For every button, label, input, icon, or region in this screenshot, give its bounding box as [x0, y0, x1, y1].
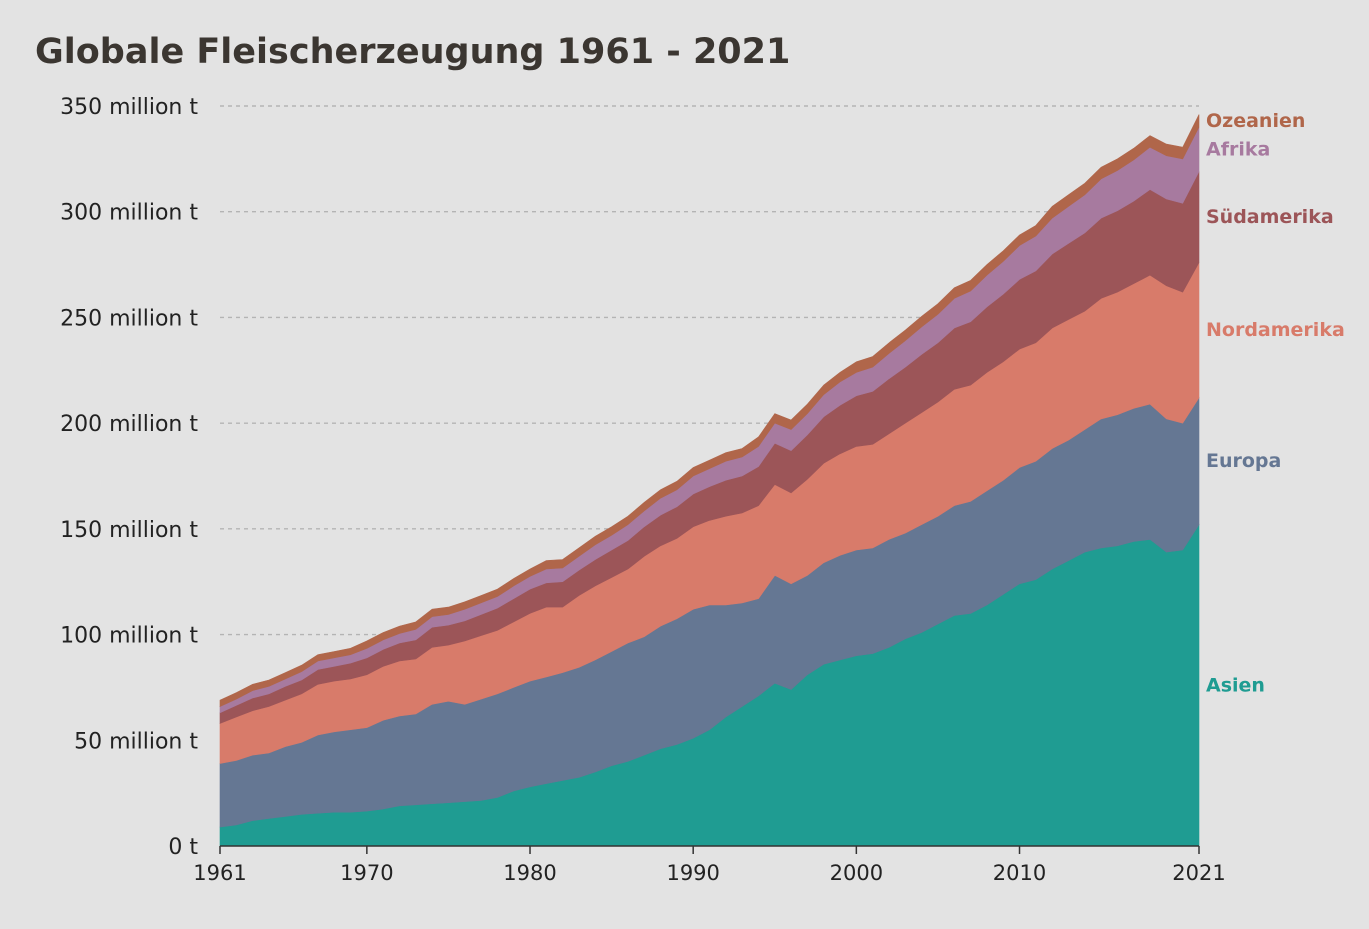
x-tick-label: 2000: [830, 861, 883, 885]
area-ozeanien: [219, 114, 1200, 707]
chart-title: Globale Fleischerzeugung 1961 - 2021: [35, 32, 790, 72]
x-tick-label: 2021: [1172, 861, 1225, 885]
series-label-afrika: Afrika: [1206, 138, 1270, 160]
x-tick-label: 1961: [193, 861, 246, 885]
y-tick-label: 100 million t: [60, 624, 198, 649]
series-label-nordamerika: Nordamerika: [1206, 319, 1345, 341]
y-tick-label: 350 million t: [60, 95, 198, 120]
series-label-asien: Asien: [1206, 674, 1265, 696]
y-tick-label: 0 t: [168, 835, 198, 860]
series-labels: Asien Europa Nordamerika Südamerika Afrika Oz…: [1206, 110, 1345, 697]
area-series-layer: [219, 114, 1200, 847]
y-tick-label: 200 million t: [60, 412, 198, 437]
y-tick-label: 150 million t: [60, 518, 198, 543]
series-label-sudamerika: Südamerika: [1206, 206, 1334, 228]
axes: 0 t 50 million t 100 million t 150 million …: [60, 95, 1226, 885]
series-label-ozeanien: Ozeanien: [1206, 110, 1305, 132]
x-tick-label: 1990: [666, 861, 719, 885]
y-tick-label: 250 million t: [60, 306, 198, 331]
series-label-europa: Europa: [1206, 450, 1281, 472]
x-tick-label: 1970: [340, 861, 393, 885]
x-tick-label: 2010: [993, 861, 1046, 885]
y-tick-label: 300 million t: [60, 201, 198, 226]
y-tick-label: 50 million t: [74, 729, 198, 754]
x-tick-label: 1980: [503, 861, 556, 885]
